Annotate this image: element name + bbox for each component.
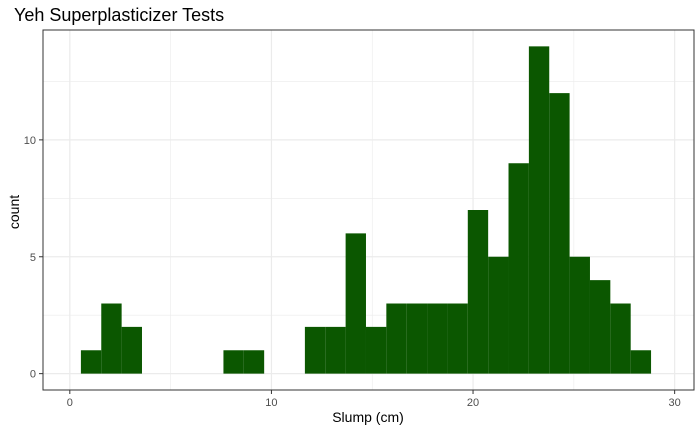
histogram-bar [569, 256, 590, 374]
histogram-bar [447, 303, 468, 374]
y-tick-label: 0 [30, 369, 36, 381]
panel-border [42, 29, 695, 391]
histogram-bar [243, 350, 265, 374]
histogram-bar [386, 303, 407, 374]
histogram-bar [427, 303, 448, 374]
histogram-bar [610, 303, 631, 374]
x-tick-label: 0 [67, 397, 73, 409]
y-tick-label: 10 [24, 135, 36, 147]
histogram-bar [467, 210, 489, 374]
x-tick-label: 20 [467, 397, 479, 409]
x-axis-title: Slump (cm) [332, 409, 404, 425]
histogram-bar [325, 326, 346, 374]
histogram-bar [528, 46, 550, 374]
histogram-bar [345, 233, 366, 374]
histogram-bar [223, 350, 244, 374]
y-tick-label: 5 [30, 252, 36, 264]
histogram-bar [589, 280, 611, 374]
histogram-bar [508, 163, 529, 374]
histogram-bars [80, 46, 652, 374]
y-axis-ticks: 0 5 10 [24, 135, 43, 381]
chart-title: Yeh Superplasticizer Tests [14, 5, 224, 25]
histogram-bar [406, 303, 428, 374]
y-axis-title: count [6, 195, 22, 229]
histogram-bar [365, 326, 387, 374]
histogram-bar [80, 350, 102, 374]
histogram-bar [630, 350, 652, 374]
x-tick-label: 30 [669, 397, 681, 409]
x-axis-ticks: 0 10 20 30 [67, 390, 681, 409]
histogram-bar [101, 303, 122, 374]
histogram-bar [488, 256, 509, 374]
histogram-bar [304, 326, 326, 374]
histogram-bar [121, 326, 142, 374]
histogram-bar [549, 93, 570, 374]
x-tick-label: 10 [265, 397, 277, 409]
